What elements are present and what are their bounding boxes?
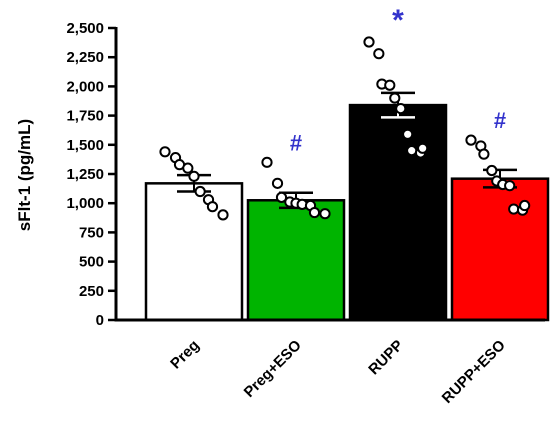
y-tick-label: 750 [79,224,104,241]
y-tick-label: 2,250 [66,49,104,66]
bar-preg-eso [246,199,346,322]
data-point [384,79,396,91]
data-point [206,201,219,213]
significance-marker: # [290,130,302,155]
bar-rupp [348,103,448,322]
y-tick-label: 2,500 [66,20,104,37]
x-tick-label: Preg [167,337,203,373]
data-point [182,162,194,174]
bars [144,103,550,322]
data-point [261,156,273,168]
data-point [159,146,171,158]
y-axis: 0 250 500 750 1,000 1,250 1,500 1,750 2,000 2,250… [66,20,118,329]
y-tick-label: 1,500 [66,137,104,154]
y-axis-title: sFlt-1 (pg/mL) [15,119,34,231]
significance-markers: # * # [290,4,506,155]
y-tick-label: 250 [79,283,104,300]
data-point [486,164,498,177]
y-tick-label: 1,750 [66,108,104,125]
data-point [188,170,200,182]
data-point [194,185,206,198]
data-point [519,199,531,212]
data-points [159,36,531,221]
data-point [319,208,331,220]
significance-marker: * [392,4,404,37]
data-point [402,128,414,140]
data-point [271,177,284,189]
significance-marker: # [494,108,506,133]
data-point [417,142,429,154]
y-tick-label: 1,000 [66,195,104,212]
data-point [373,48,385,60]
bar-preg [144,182,244,322]
data-point [275,191,288,203]
x-tick-label: RUPP [365,337,406,378]
y-tick-label: 0 [96,312,104,329]
data-point [465,134,477,146]
data-point [478,148,490,160]
data-point [406,145,418,157]
x-tick-label: Preg+ESO [241,337,305,401]
bar-rupp-eso [450,177,550,322]
data-point [395,102,407,115]
data-point [389,92,401,104]
data-point [504,180,516,192]
y-tick-label: 500 [79,254,104,271]
y-tick-label: 2,000 [66,78,104,95]
x-axis: Preg Preg+ESO RUPP RUPP+ESO [114,318,545,407]
x-tick-label: RUPP+ESO [439,337,509,407]
data-point [217,209,229,221]
data-point [508,203,520,215]
data-point [363,36,375,48]
data-point [308,206,321,219]
y-tick-label: 1,250 [66,166,104,183]
